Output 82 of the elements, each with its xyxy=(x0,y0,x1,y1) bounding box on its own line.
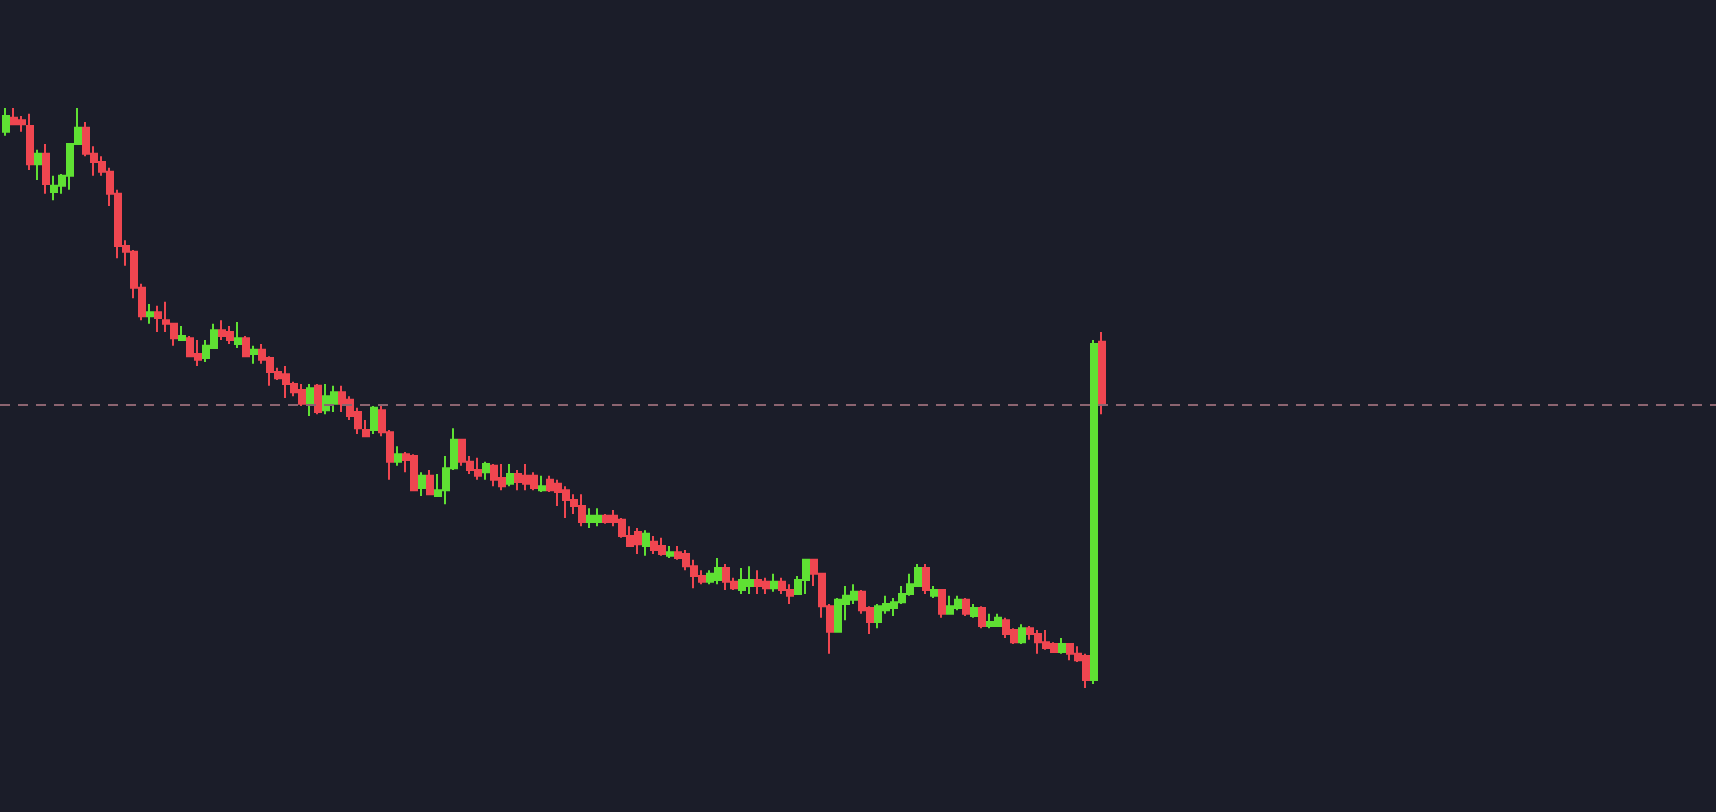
candlestick xyxy=(474,456,482,481)
candlestick xyxy=(634,526,642,556)
candlestick xyxy=(1066,642,1074,662)
candlestick xyxy=(714,557,722,586)
candlestick xyxy=(786,583,794,605)
candlestick xyxy=(1018,623,1026,645)
candlestick xyxy=(1034,629,1042,655)
candlestick xyxy=(650,535,658,556)
candlestick xyxy=(2,107,10,137)
candlestick xyxy=(722,562,730,591)
candlestick xyxy=(490,463,498,488)
candlestick xyxy=(178,325,186,341)
candlestick xyxy=(1082,652,1090,689)
candlestick xyxy=(306,383,314,417)
candlestick xyxy=(946,594,954,615)
candlestick xyxy=(1002,616,1010,640)
candlestick xyxy=(522,463,530,492)
candlestick xyxy=(250,344,258,365)
candlestick xyxy=(962,597,970,618)
candlestick xyxy=(426,468,434,496)
candlestick xyxy=(506,463,514,488)
candlestick xyxy=(194,339,202,368)
candlestick xyxy=(154,304,162,333)
candlestick xyxy=(746,565,754,596)
candlestick xyxy=(26,112,34,172)
candlestick xyxy=(314,383,322,416)
candlestick xyxy=(530,471,538,492)
candlestick xyxy=(242,334,250,358)
candlestick xyxy=(586,507,594,529)
candlestick xyxy=(594,507,602,528)
candlestick xyxy=(666,544,674,560)
candlestick xyxy=(762,576,770,596)
candlestick xyxy=(922,562,930,596)
candlestick xyxy=(338,384,346,413)
candlestick xyxy=(418,471,426,498)
candlestick xyxy=(186,334,194,358)
candlestick xyxy=(282,365,290,399)
candlestick xyxy=(1090,339,1098,685)
candlestick xyxy=(330,384,338,413)
candlestick xyxy=(298,383,306,408)
candlestick xyxy=(970,602,978,619)
candlestick xyxy=(498,463,506,492)
candlestick xyxy=(578,493,586,528)
candlestick xyxy=(10,107,18,126)
candlestick xyxy=(42,142,50,195)
candlestick xyxy=(538,474,546,493)
candlestick xyxy=(874,602,882,630)
candlestick xyxy=(410,453,418,492)
candlestick xyxy=(978,605,986,630)
candlestick xyxy=(234,321,242,350)
candlestick xyxy=(642,529,650,557)
candlestick xyxy=(618,517,626,539)
candlestick xyxy=(34,148,42,181)
candlestick xyxy=(930,584,938,600)
candlestick xyxy=(802,558,810,596)
candlestick xyxy=(1098,330,1106,416)
candlestick xyxy=(1042,629,1050,651)
candlestick xyxy=(906,572,914,597)
candlestick xyxy=(514,468,522,492)
candlestick xyxy=(218,319,226,341)
candlestick xyxy=(602,513,610,525)
candlestick xyxy=(482,460,490,481)
candlestick xyxy=(994,612,1002,627)
candlestick xyxy=(738,566,746,596)
candlestick xyxy=(938,588,946,619)
candlestick xyxy=(690,558,698,590)
candlestick xyxy=(394,445,402,467)
candlestick xyxy=(50,174,58,202)
candlestick xyxy=(954,594,962,612)
candlestick xyxy=(778,576,786,596)
candlestick xyxy=(626,525,634,547)
candlestick xyxy=(226,325,234,346)
candlestick xyxy=(770,572,778,593)
candlestick xyxy=(458,438,466,467)
candlestick xyxy=(322,383,330,416)
candlestick xyxy=(986,612,994,630)
candlestick xyxy=(370,405,378,435)
candlestick xyxy=(754,569,762,596)
candlestick xyxy=(1058,637,1066,655)
candlestick xyxy=(562,485,570,520)
candlestick xyxy=(658,536,666,557)
candlestick xyxy=(146,303,154,325)
